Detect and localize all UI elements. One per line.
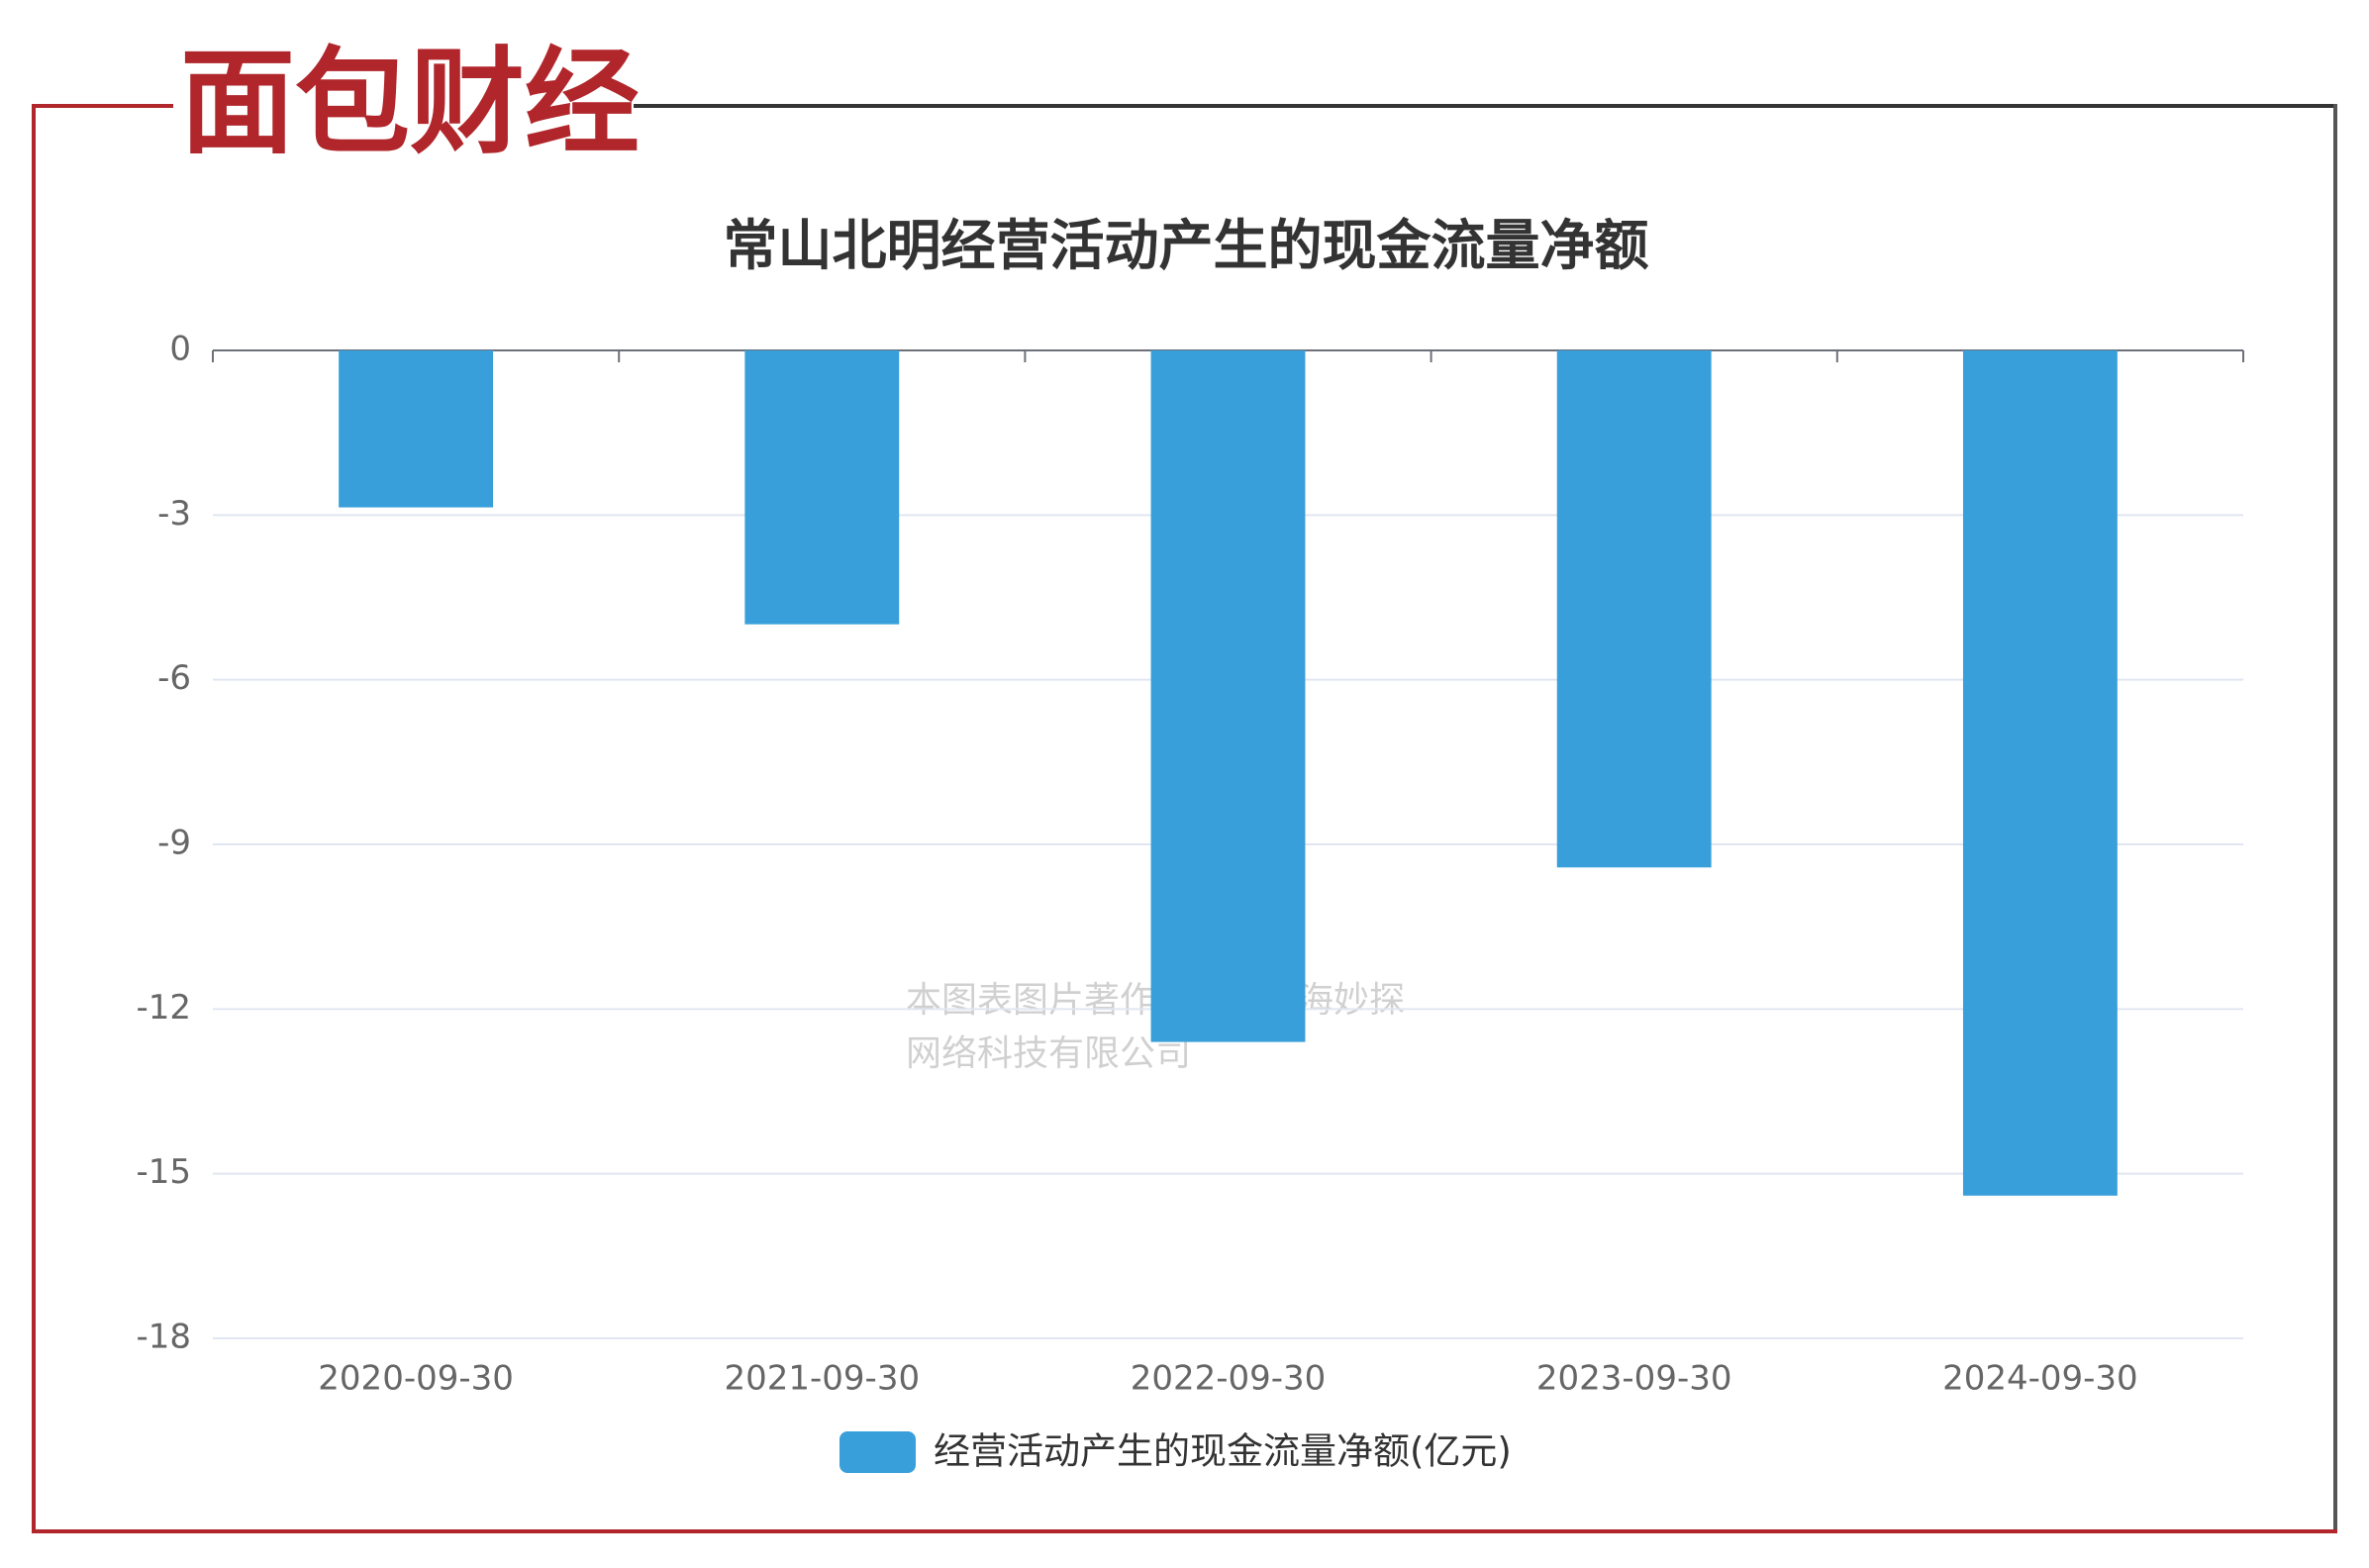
x-tick-label: 2024-09-30 bbox=[1942, 1359, 2138, 1399]
y-tick-label: -6 bbox=[157, 658, 191, 698]
x-tick-label: 2023-09-30 bbox=[1536, 1359, 1732, 1399]
bar bbox=[339, 350, 494, 508]
bar bbox=[1556, 350, 1712, 868]
bar bbox=[744, 350, 900, 625]
bar bbox=[1962, 350, 2118, 1196]
watermark: 网络科技有限公司 bbox=[906, 1033, 1191, 1074]
x-tick-label: 2020-09-30 bbox=[318, 1359, 514, 1399]
y-tick-label: -15 bbox=[136, 1152, 191, 1192]
y-tick-label: -12 bbox=[136, 988, 191, 1028]
y-tick-label: -3 bbox=[157, 494, 191, 534]
legend-swatch bbox=[839, 1431, 916, 1473]
logo: 面包财经 bbox=[180, 37, 640, 170]
y-tick-label: -9 bbox=[157, 824, 191, 863]
legend-label: 经营活动产生的现金流量净额(亿元) bbox=[934, 1430, 1512, 1473]
y-tick-label: 0 bbox=[169, 330, 191, 369]
y-tick-label: -18 bbox=[136, 1318, 191, 1357]
x-tick-label: 2021-09-30 bbox=[725, 1359, 921, 1399]
chart-title: 常山北明经营活动产生的现金流量净额 bbox=[723, 214, 1648, 277]
bar bbox=[1150, 350, 1306, 1042]
x-tick-label: 2022-09-30 bbox=[1131, 1359, 1327, 1399]
